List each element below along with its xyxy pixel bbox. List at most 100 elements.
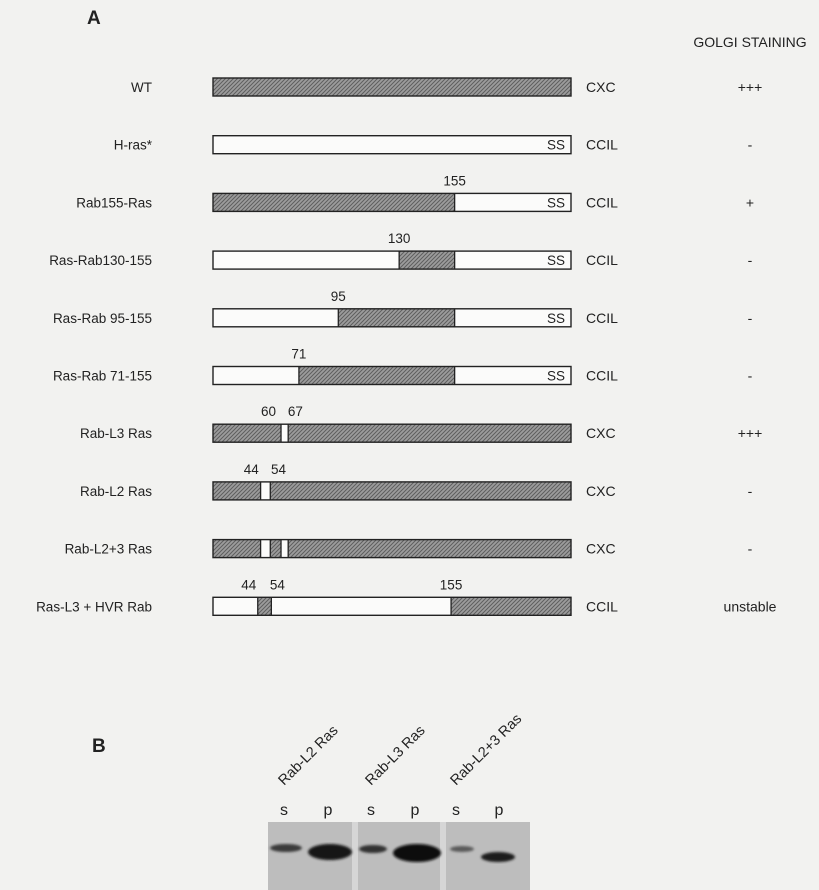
construct-row: Ras-Rab 95-155 SS 95 CCIL -: [53, 289, 753, 328]
ras-segment: [454, 308, 571, 327]
construct-row: Ras-L3 + HVR Rab 44 54 155 CCIL unstable: [36, 577, 777, 616]
ras-segment: [213, 366, 299, 385]
construct-row: Rab-L2 Ras 44 54 CXC -: [80, 462, 753, 501]
panel-a-letter: A: [87, 8, 101, 29]
construct-name: Ras-Rab 95-155: [53, 311, 152, 326]
residue-label: 130: [388, 231, 411, 246]
ras-segment: [271, 597, 452, 616]
ras-segment: [213, 308, 339, 327]
ras-segment: [213, 135, 571, 154]
golgi-staining-value: -: [748, 252, 753, 268]
rab-segment: [257, 597, 272, 616]
ss-label: SS: [547, 369, 565, 384]
construct-row: H-ras* SS CCIL -: [114, 134, 753, 155]
ras-segment: [454, 251, 571, 270]
construct-row: WT CXC +++: [131, 77, 763, 97]
construct-bar-outline: [212, 538, 572, 559]
blot-band-p1: [308, 844, 352, 860]
ss-label: SS: [547, 138, 565, 153]
rab-segment: [213, 78, 571, 96]
golgi-staining-value: +++: [738, 425, 763, 441]
caax-motif: CCIL: [586, 194, 618, 210]
construct-bar-outline: [212, 365, 572, 386]
construct-bar-outline: [212, 192, 572, 213]
golgi-staining-value: +++: [738, 79, 763, 95]
caax-motif: CCIL: [586, 137, 618, 153]
construct-name: Rab-L3 Ras: [80, 426, 152, 441]
ss-label: SS: [547, 195, 565, 210]
ras-segment: [213, 597, 258, 616]
construct-name: Ras-L3 + HVR Rab: [36, 599, 152, 614]
fraction-label: s: [367, 802, 375, 819]
construct-bar-outline: [212, 77, 572, 97]
residue-label: 44: [244, 462, 260, 477]
construct-name: H-ras*: [114, 138, 153, 153]
fraction-label: p: [411, 802, 420, 819]
golgi-staining-value: -: [748, 137, 753, 153]
ras-segment: [281, 539, 289, 558]
blot-band-s3: [450, 846, 474, 852]
construct-name: WT: [131, 80, 152, 95]
construct-bar-outline: [212, 308, 572, 328]
rab-segment: [288, 424, 571, 443]
ss-label: SS: [547, 311, 565, 326]
golgi-staining-value: unstable: [724, 598, 777, 614]
blot-band-s1: [270, 844, 302, 852]
construct-name: Rab-L2 Ras: [80, 484, 152, 499]
residue-label: 95: [331, 289, 346, 304]
caax-motif: CCIL: [586, 598, 618, 614]
rab-segment: [288, 539, 571, 558]
residue-label: 44: [241, 577, 257, 592]
blot-gap: [440, 822, 446, 890]
caax-motif: CXC: [586, 425, 616, 441]
blot-band-p3: [481, 852, 515, 862]
construct-row: Rab-L2+3 Ras CXC -: [65, 538, 753, 559]
fraction-label: s: [280, 802, 288, 819]
residue-label: 155: [443, 173, 466, 188]
construct-name: Rab155-Ras: [76, 195, 152, 210]
ras-segment: [260, 481, 271, 500]
fraction-label: p: [495, 802, 504, 819]
ras-segment: [454, 366, 571, 385]
rab-segment: [213, 481, 261, 500]
rab-segment: [213, 193, 455, 212]
golgi-staining-value: -: [748, 368, 753, 384]
panel-a: A GOLGI STAINING WT CXC +++H-ras* SS CCIL -Ra…: [36, 8, 807, 616]
ras-segment: [213, 251, 400, 270]
rab-segment: [270, 539, 282, 558]
golgi-staining-header: GOLGI STAINING: [693, 34, 806, 50]
caax-motif: CXC: [586, 79, 616, 95]
residue-label: 155: [440, 577, 463, 592]
rab-segment: [298, 366, 455, 385]
construct-name: Ras-Rab 71-155: [53, 369, 152, 384]
golgi-staining-value: -: [748, 310, 753, 326]
construct-row: Ras-Rab130-155 SS 130 CCIL -: [49, 231, 753, 270]
construct-row: Rab-L3 Ras 60 67 CXC +++: [80, 404, 763, 443]
fraction-label: s: [452, 802, 460, 819]
residue-label: 54: [270, 577, 286, 592]
blot-lane-label: Rab-L2 Ras: [276, 723, 342, 789]
rab-segment: [213, 424, 282, 443]
construct-bar-outline: [212, 596, 572, 616]
construct-bar-outline: [212, 481, 572, 501]
ss-label: SS: [547, 253, 565, 268]
construct-bar-outline: [212, 250, 572, 270]
blot-lane-label: Rab-L3 Ras: [363, 723, 429, 789]
residue-label: 67: [288, 404, 303, 419]
fraction-label: p: [324, 802, 333, 819]
construct-list: WT CXC +++ H-ras* SS CCIL - Rab155-Ras SS 155 CCIL…: [36, 77, 777, 616]
rab-segment: [270, 481, 571, 500]
rab-segment: [451, 597, 571, 616]
ras-segment: [260, 539, 271, 558]
residue-label: 60: [261, 404, 276, 419]
golgi-staining-value: -: [748, 483, 753, 499]
construct-name: Rab-L2+3 Ras: [65, 542, 153, 557]
ras-segment: [454, 193, 571, 212]
construct-row: Rab155-Ras SS 155 CCIL +: [76, 173, 754, 213]
blot-lane-label: Rab-L2+3 Ras: [448, 711, 526, 789]
residue-label: 54: [271, 462, 287, 477]
blot-lanes: Rab-L2 Ras s p Rab-L3 Ras s p Rab-L2+3 Ras s p: [276, 711, 526, 819]
ras-segment: [281, 424, 289, 443]
golgi-staining-value: -: [748, 541, 753, 557]
construct-bar-outline: [212, 423, 572, 443]
